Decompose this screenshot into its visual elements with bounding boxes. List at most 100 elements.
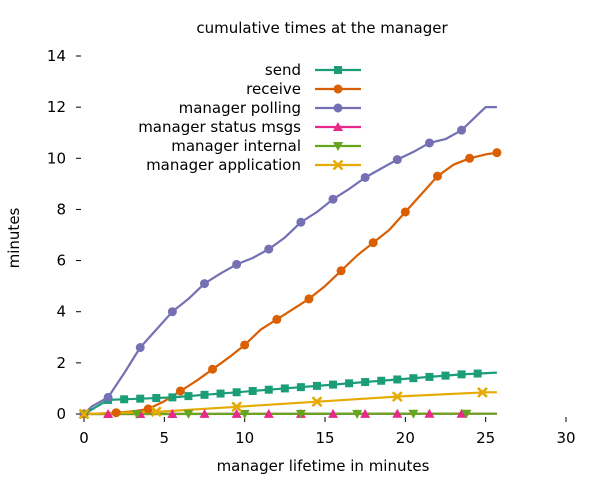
legend-marker bbox=[332, 159, 344, 171]
data-point bbox=[216, 389, 225, 398]
series-line-receive bbox=[83, 151, 498, 416]
x-tick-label: 20 bbox=[396, 429, 415, 447]
data-point bbox=[208, 364, 218, 374]
data-point bbox=[167, 408, 178, 418]
data-point bbox=[360, 408, 371, 418]
data-point bbox=[248, 386, 257, 395]
series-line-manager-polling bbox=[83, 105, 497, 415]
data-point bbox=[477, 386, 488, 398]
legend-item: manager application bbox=[146, 156, 361, 174]
y-tick-label: 4 bbox=[56, 303, 66, 321]
data-point bbox=[136, 394, 145, 403]
data-point bbox=[240, 340, 250, 350]
x-tick-label: 10 bbox=[235, 429, 254, 447]
x-tick-label: 5 bbox=[160, 429, 170, 447]
data-point bbox=[465, 153, 475, 163]
data-point bbox=[328, 194, 338, 204]
legend-item: send bbox=[265, 61, 361, 79]
data-point bbox=[424, 138, 434, 148]
data-point bbox=[103, 408, 114, 418]
data-point bbox=[312, 381, 321, 390]
series-markers-manager-application bbox=[78, 386, 488, 420]
legend-marker bbox=[333, 103, 343, 113]
data-point bbox=[103, 392, 113, 402]
data-point bbox=[150, 406, 162, 418]
data-point bbox=[167, 307, 177, 317]
data-point bbox=[168, 393, 177, 402]
y-tick-label: 0 bbox=[56, 405, 66, 423]
data-point bbox=[232, 388, 241, 397]
legend-label: manager polling bbox=[179, 99, 301, 117]
legend-item: manager status msgs bbox=[138, 118, 361, 136]
data-point bbox=[304, 294, 314, 304]
y-tick-label: 2 bbox=[56, 354, 66, 372]
data-point bbox=[232, 259, 242, 269]
data-point bbox=[200, 279, 209, 289]
axes: 0 2 4 6 8 10 12 14 0 5 10 15 20 25 30 bbox=[47, 47, 576, 447]
data-point bbox=[264, 244, 274, 254]
x-axis-label: manager lifetime in minutes bbox=[217, 457, 430, 475]
data-point bbox=[120, 395, 129, 404]
data-point bbox=[175, 386, 185, 396]
data-point bbox=[78, 408, 90, 420]
legend-marker bbox=[334, 66, 342, 74]
data-point bbox=[296, 383, 305, 392]
data-point bbox=[311, 396, 323, 408]
legend-item: manager polling bbox=[179, 99, 361, 117]
data-point bbox=[200, 390, 209, 399]
data-point bbox=[392, 408, 403, 418]
data-point bbox=[184, 392, 193, 401]
y-tick-label: 6 bbox=[56, 252, 66, 270]
data-point bbox=[492, 148, 502, 158]
y-tick-label: 14 bbox=[47, 47, 66, 65]
data-point bbox=[424, 408, 435, 418]
data-point bbox=[345, 379, 354, 388]
y-tick-label: 10 bbox=[47, 149, 66, 167]
data-point bbox=[231, 408, 242, 418]
data-point bbox=[409, 374, 418, 383]
data-point bbox=[328, 408, 339, 418]
legend-item: receive bbox=[246, 80, 361, 98]
data-point bbox=[263, 408, 274, 418]
legend-item: manager internal bbox=[171, 137, 361, 155]
data-point bbox=[295, 409, 306, 419]
legend-label: manager application bbox=[146, 156, 301, 174]
data-point bbox=[280, 384, 289, 393]
data-point bbox=[392, 155, 402, 165]
data-point bbox=[329, 380, 338, 389]
series-markers-receive bbox=[79, 148, 502, 419]
chart-title: cumulative times at the manager bbox=[196, 19, 448, 37]
data-point bbox=[457, 125, 467, 135]
data-point bbox=[352, 409, 363, 419]
legend-label: receive bbox=[246, 80, 301, 98]
x-tick-label: 30 bbox=[556, 429, 575, 447]
data-point bbox=[432, 171, 442, 181]
data-point bbox=[135, 343, 145, 353]
data-point bbox=[408, 409, 419, 419]
data-point bbox=[441, 371, 450, 380]
data-point bbox=[456, 408, 467, 418]
legend-label: manager internal bbox=[171, 137, 301, 155]
data-point bbox=[272, 314, 282, 324]
series-markers-manager-status-msgs bbox=[79, 408, 467, 418]
data-point bbox=[132, 409, 143, 419]
data-point bbox=[264, 385, 273, 394]
legend-label: send bbox=[265, 61, 301, 79]
series-markers bbox=[78, 125, 502, 420]
data-point bbox=[183, 409, 194, 419]
legend-marker bbox=[333, 122, 343, 131]
y-axis-label: minutes bbox=[5, 207, 23, 268]
data-point bbox=[391, 391, 403, 403]
y-tick-label: 8 bbox=[56, 200, 66, 218]
data-point bbox=[231, 401, 243, 413]
legend-label: manager status msgs bbox=[138, 118, 301, 136]
series-markers-manager-polling bbox=[79, 125, 467, 419]
data-point bbox=[377, 376, 386, 385]
data-point bbox=[368, 238, 378, 248]
data-point bbox=[239, 409, 250, 419]
data-point bbox=[393, 375, 402, 384]
data-point bbox=[361, 378, 370, 387]
data-point bbox=[360, 172, 370, 182]
